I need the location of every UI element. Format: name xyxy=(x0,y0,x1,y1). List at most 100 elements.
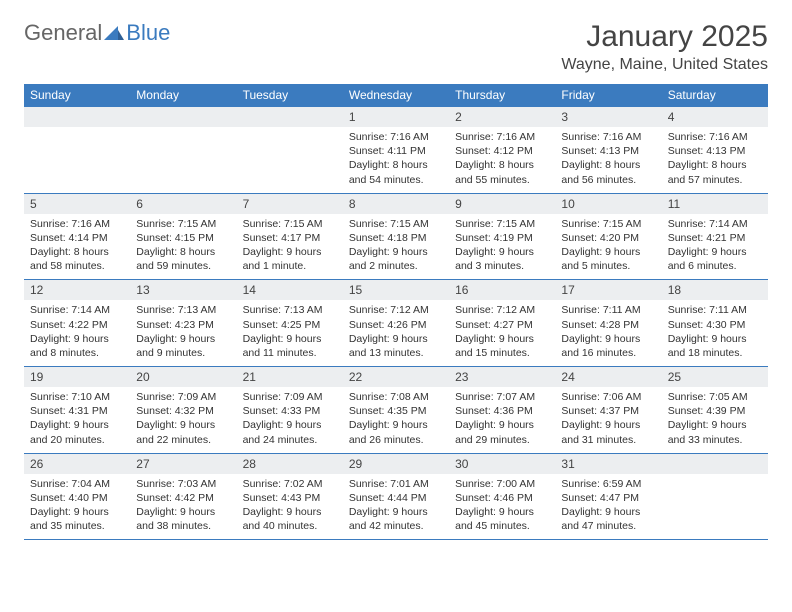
daylight-text: Daylight: 9 hours xyxy=(30,418,124,432)
daylight-text: Daylight: 9 hours xyxy=(455,332,549,346)
sunset-text: Sunset: 4:21 PM xyxy=(668,231,762,245)
daylight-text: Daylight: 9 hours xyxy=(561,245,655,259)
day-number: 27 xyxy=(130,454,236,474)
day-number: 23 xyxy=(449,367,555,387)
day-details: Sunrise: 7:09 AMSunset: 4:32 PMDaylight:… xyxy=(130,387,236,453)
daylight-text: Daylight: 9 hours xyxy=(136,505,230,519)
sunrise-text: Sunrise: 7:13 AM xyxy=(136,303,230,317)
day-number: 8 xyxy=(343,194,449,214)
day-details: Sunrise: 7:15 AMSunset: 4:18 PMDaylight:… xyxy=(343,214,449,280)
day-number: 12 xyxy=(24,280,130,300)
daylight-text: Daylight: 8 hours xyxy=(561,158,655,172)
daylight-text: Daylight: 9 hours xyxy=(30,505,124,519)
sunrise-text: Sunrise: 7:16 AM xyxy=(561,130,655,144)
calendar-week-row: 26Sunrise: 7:04 AMSunset: 4:40 PMDayligh… xyxy=(24,453,768,540)
day-number: 11 xyxy=(662,194,768,214)
calendar-table: SundayMondayTuesdayWednesdayThursdayFrid… xyxy=(24,84,768,540)
daylight-text: Daylight: 9 hours xyxy=(136,418,230,432)
sunset-text: Sunset: 4:40 PM xyxy=(30,491,124,505)
daylight-text: and 42 minutes. xyxy=(349,519,443,533)
daylight-text: and 26 minutes. xyxy=(349,433,443,447)
calendar-cell: 6Sunrise: 7:15 AMSunset: 4:15 PMDaylight… xyxy=(130,193,236,280)
header: General Blue January 2025 Wayne, Maine, … xyxy=(24,20,768,74)
sunset-text: Sunset: 4:30 PM xyxy=(668,318,762,332)
calendar-week-row: 12Sunrise: 7:14 AMSunset: 4:22 PMDayligh… xyxy=(24,280,768,367)
day-details-empty xyxy=(130,127,236,185)
daylight-text: Daylight: 9 hours xyxy=(349,332,443,346)
sunset-text: Sunset: 4:43 PM xyxy=(243,491,337,505)
sunrise-text: Sunrise: 7:02 AM xyxy=(243,477,337,491)
day-number: 5 xyxy=(24,194,130,214)
day-number: 29 xyxy=(343,454,449,474)
day-number: 19 xyxy=(24,367,130,387)
day-details: Sunrise: 7:16 AMSunset: 4:13 PMDaylight:… xyxy=(555,127,661,193)
day-number: 30 xyxy=(449,454,555,474)
sunset-text: Sunset: 4:47 PM xyxy=(561,491,655,505)
weekday-header: Thursday xyxy=(449,84,555,107)
day-details: Sunrise: 7:12 AMSunset: 4:26 PMDaylight:… xyxy=(343,300,449,366)
day-number-empty xyxy=(130,107,236,127)
calendar-cell: 11Sunrise: 7:14 AMSunset: 4:21 PMDayligh… xyxy=(662,193,768,280)
calendar-cell: 9Sunrise: 7:15 AMSunset: 4:19 PMDaylight… xyxy=(449,193,555,280)
daylight-text: Daylight: 9 hours xyxy=(561,418,655,432)
sunrise-text: Sunrise: 7:15 AM xyxy=(561,217,655,231)
day-number: 10 xyxy=(555,194,661,214)
daylight-text: and 8 minutes. xyxy=(30,346,124,360)
calendar-cell: 31Sunrise: 6:59 AMSunset: 4:47 PMDayligh… xyxy=(555,453,661,540)
logo-triangle-icon xyxy=(104,26,124,40)
day-number: 24 xyxy=(555,367,661,387)
sunrise-text: Sunrise: 7:10 AM xyxy=(30,390,124,404)
calendar-cell: 30Sunrise: 7:00 AMSunset: 4:46 PMDayligh… xyxy=(449,453,555,540)
daylight-text: and 59 minutes. xyxy=(136,259,230,273)
sunset-text: Sunset: 4:36 PM xyxy=(455,404,549,418)
sunrise-text: Sunrise: 7:12 AM xyxy=(349,303,443,317)
sunrise-text: Sunrise: 7:15 AM xyxy=(455,217,549,231)
sunrise-text: Sunrise: 7:09 AM xyxy=(243,390,337,404)
day-number-empty xyxy=(24,107,130,127)
day-details-empty xyxy=(237,127,343,185)
daylight-text: and 11 minutes. xyxy=(243,346,337,360)
day-number: 15 xyxy=(343,280,449,300)
day-details: Sunrise: 7:16 AMSunset: 4:12 PMDaylight:… xyxy=(449,127,555,193)
daylight-text: Daylight: 9 hours xyxy=(561,332,655,346)
daylight-text: and 22 minutes. xyxy=(136,433,230,447)
calendar-cell: 20Sunrise: 7:09 AMSunset: 4:32 PMDayligh… xyxy=(130,367,236,454)
daylight-text: and 35 minutes. xyxy=(30,519,124,533)
daylight-text: Daylight: 9 hours xyxy=(561,505,655,519)
day-details: Sunrise: 7:16 AMSunset: 4:11 PMDaylight:… xyxy=(343,127,449,193)
daylight-text: and 16 minutes. xyxy=(561,346,655,360)
daylight-text: and 5 minutes. xyxy=(561,259,655,273)
calendar-cell: 13Sunrise: 7:13 AMSunset: 4:23 PMDayligh… xyxy=(130,280,236,367)
sunrise-text: Sunrise: 7:14 AM xyxy=(668,217,762,231)
daylight-text: and 9 minutes. xyxy=(136,346,230,360)
day-number: 26 xyxy=(24,454,130,474)
calendar-cell xyxy=(24,107,130,194)
month-title: January 2025 xyxy=(561,20,768,54)
sunrise-text: Sunrise: 7:08 AM xyxy=(349,390,443,404)
calendar-cell: 7Sunrise: 7:15 AMSunset: 4:17 PMDaylight… xyxy=(237,193,343,280)
sunrise-text: Sunrise: 7:12 AM xyxy=(455,303,549,317)
sunset-text: Sunset: 4:27 PM xyxy=(455,318,549,332)
calendar-cell: 10Sunrise: 7:15 AMSunset: 4:20 PMDayligh… xyxy=(555,193,661,280)
day-number: 22 xyxy=(343,367,449,387)
daylight-text: and 6 minutes. xyxy=(668,259,762,273)
sunset-text: Sunset: 4:39 PM xyxy=(668,404,762,418)
sunset-text: Sunset: 4:46 PM xyxy=(455,491,549,505)
day-details: Sunrise: 7:15 AMSunset: 4:19 PMDaylight:… xyxy=(449,214,555,280)
daylight-text: and 54 minutes. xyxy=(349,173,443,187)
sunset-text: Sunset: 4:33 PM xyxy=(243,404,337,418)
sunrise-text: Sunrise: 7:11 AM xyxy=(668,303,762,317)
sunrise-text: Sunrise: 7:16 AM xyxy=(668,130,762,144)
daylight-text: and 2 minutes. xyxy=(349,259,443,273)
calendar-cell: 12Sunrise: 7:14 AMSunset: 4:22 PMDayligh… xyxy=(24,280,130,367)
calendar-week-row: 5Sunrise: 7:16 AMSunset: 4:14 PMDaylight… xyxy=(24,193,768,280)
title-block: January 2025 Wayne, Maine, United States xyxy=(561,20,768,74)
day-details: Sunrise: 7:06 AMSunset: 4:37 PMDaylight:… xyxy=(555,387,661,453)
location-text: Wayne, Maine, United States xyxy=(561,56,768,74)
daylight-text: Daylight: 9 hours xyxy=(455,245,549,259)
daylight-text: and 45 minutes. xyxy=(455,519,549,533)
day-details: Sunrise: 7:00 AMSunset: 4:46 PMDaylight:… xyxy=(449,474,555,540)
weekday-header-row: SundayMondayTuesdayWednesdayThursdayFrid… xyxy=(24,84,768,107)
day-details: Sunrise: 7:13 AMSunset: 4:25 PMDaylight:… xyxy=(237,300,343,366)
daylight-text: and 29 minutes. xyxy=(455,433,549,447)
